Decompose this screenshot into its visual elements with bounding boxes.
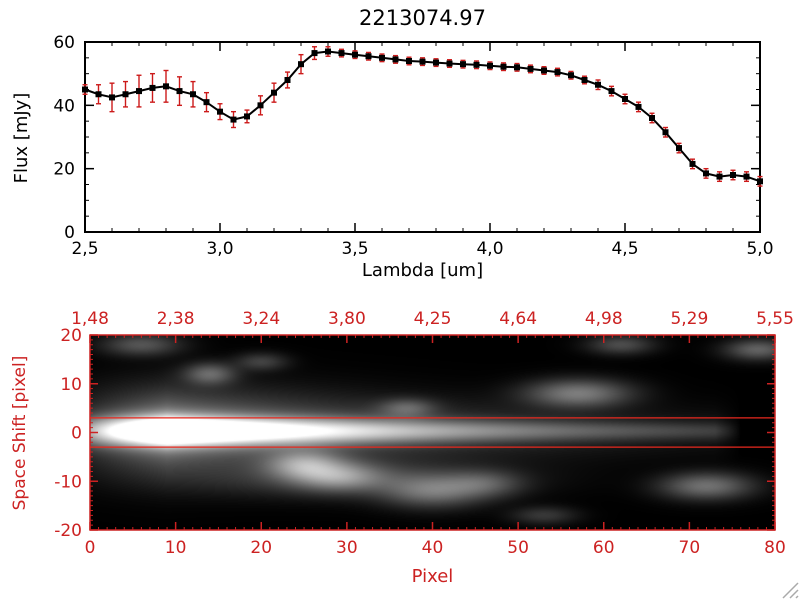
data-marker	[487, 62, 493, 69]
spectrum-frame	[84, 41, 761, 233]
data-marker	[716, 173, 723, 180]
spectrum-line	[84, 50, 761, 183]
data-marker	[298, 61, 304, 68]
data-marker	[136, 88, 142, 95]
tick-label: 60	[593, 538, 615, 558]
tick-label: 20	[53, 160, 75, 180]
tick-label: 2,5	[71, 239, 98, 259]
data-marker	[311, 50, 318, 57]
data-marker	[541, 67, 547, 74]
data-marker	[392, 56, 399, 63]
tick-label: 3,5	[341, 239, 368, 259]
data-marker	[284, 77, 291, 83]
tick-label: 3,80	[328, 309, 366, 329]
tick-label: 5,55	[756, 309, 794, 329]
data-marker	[257, 102, 264, 109]
tick-label: 30	[336, 538, 358, 558]
data-marker	[649, 115, 655, 121]
lambda-axis-label: Lambda [um]	[361, 260, 484, 281]
tick-label: 4,5	[611, 239, 638, 259]
data-marker	[419, 58, 426, 65]
data-marker	[473, 61, 480, 68]
tick-label: 10	[165, 538, 187, 558]
data-marker	[379, 54, 385, 61]
tick-label: 60	[53, 33, 75, 53]
tick-label: 10	[60, 375, 82, 395]
data-marker	[163, 83, 169, 90]
resize-grip-lines	[782, 582, 799, 599]
data-marker	[703, 170, 709, 177]
data-marker	[122, 91, 129, 98]
data-marker	[406, 58, 412, 64]
plot-title: 2213074.97	[359, 6, 486, 30]
tick-label: 20	[60, 326, 82, 346]
tick-label: 20	[250, 538, 272, 558]
space-shift-axis-label: Space Shift [pixel]	[10, 355, 30, 511]
tick-label: 40	[53, 96, 75, 116]
tick-label: -10	[54, 472, 82, 492]
data-marker	[730, 172, 736, 178]
data-marker	[581, 77, 588, 83]
data-marker	[662, 129, 669, 136]
image-frame	[89, 334, 776, 531]
data-marker	[568, 72, 574, 79]
data-marker	[217, 108, 223, 115]
pixel-axis-label: Pixel	[411, 566, 454, 587]
data-marker	[230, 116, 237, 123]
tick-label: 3,0	[206, 239, 233, 259]
data-marker	[635, 103, 642, 110]
data-marker	[109, 94, 115, 101]
data-marker	[433, 59, 439, 66]
tick-label: 50	[507, 538, 529, 558]
tick-label: 0	[85, 538, 96, 558]
data-marker	[325, 48, 331, 55]
data-marker	[190, 91, 196, 98]
data-marker	[608, 88, 615, 95]
data-marker	[595, 81, 601, 88]
data-marker	[514, 64, 520, 71]
tick-label: 40	[422, 538, 444, 558]
data-marker	[95, 91, 102, 98]
tick-label: 5,0	[746, 239, 773, 259]
data-marker	[757, 178, 763, 185]
tick-label: 1,48	[71, 309, 109, 329]
spectral-2d-image	[90, 335, 775, 530]
data-marker	[689, 160, 696, 167]
tick-label: 4,64	[499, 309, 537, 329]
data-marker	[527, 65, 534, 72]
data-marker	[352, 51, 358, 58]
data-marker	[460, 61, 466, 68]
data-marker	[446, 60, 453, 67]
tick-label: 80	[764, 538, 786, 558]
tick-label: 4,98	[585, 309, 623, 329]
data-marker	[203, 99, 210, 106]
tick-label: 0	[64, 223, 75, 243]
data-marker	[365, 53, 372, 60]
tick-label: 4,0	[476, 239, 503, 259]
data-marker	[338, 50, 345, 57]
data-marker	[676, 145, 682, 152]
resize-grip-icon[interactable]	[781, 581, 799, 599]
tick-label: 0	[71, 424, 82, 444]
data-marker	[622, 96, 628, 102]
tick-label: 5,29	[670, 309, 708, 329]
data-marker	[554, 69, 561, 76]
tick-label: 4,25	[414, 309, 452, 329]
data-marker	[500, 63, 507, 70]
data-marker	[176, 88, 183, 95]
tick-label: 2,38	[157, 309, 195, 329]
tick-label: 3,24	[242, 309, 280, 329]
tick-label: -20	[54, 521, 82, 541]
data-marker	[244, 113, 250, 120]
data-marker	[82, 86, 88, 93]
tick-label: 70	[679, 538, 701, 558]
data-marker	[271, 89, 277, 96]
data-marker	[149, 84, 156, 91]
data-marker	[743, 173, 750, 180]
